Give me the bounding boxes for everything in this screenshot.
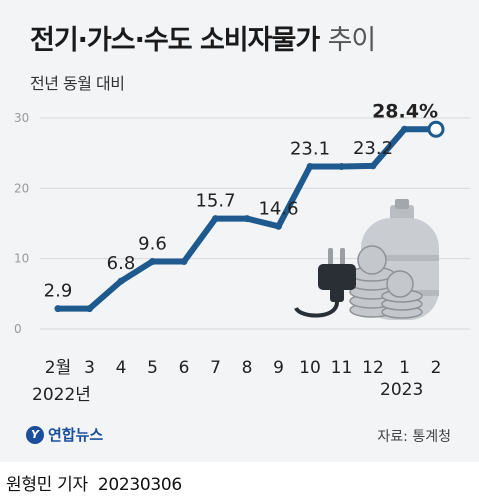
x-tick-label: 3 bbox=[84, 358, 95, 378]
title-tail: 추이 bbox=[327, 25, 377, 56]
x-tick-label: 6 bbox=[179, 358, 190, 378]
chart-title: 전기·가스·수도 소비자물가 추이 bbox=[30, 18, 377, 57]
data-label: 6.8 bbox=[107, 253, 136, 274]
data-point bbox=[243, 215, 251, 223]
x-tick-label: 10 bbox=[299, 358, 321, 378]
data-point bbox=[401, 125, 408, 133]
data-label: 9.6 bbox=[138, 233, 167, 254]
byline: 원형민 기자 20230306 bbox=[6, 470, 182, 495]
utility-illustration bbox=[294, 199, 439, 320]
source-note: 자료: 통계청 bbox=[377, 429, 451, 445]
x-tick-label: 2월 bbox=[45, 358, 71, 378]
y-tick-label: 10 bbox=[14, 252, 29, 266]
x-tick-label: 12 bbox=[362, 358, 384, 378]
year-label-end: 2023 bbox=[380, 380, 424, 400]
data-point-last bbox=[427, 120, 445, 138]
x-tick-label: 5 bbox=[147, 358, 158, 378]
data-point bbox=[117, 277, 125, 285]
data-point bbox=[180, 257, 188, 265]
data-point bbox=[338, 163, 345, 171]
data-point bbox=[149, 257, 156, 265]
logo-text: 연합뉴스 bbox=[48, 426, 104, 444]
yonhap-logo: Y 연합뉴스 bbox=[26, 424, 103, 445]
byline-author: 원형민 기자 bbox=[6, 475, 88, 495]
x-tick-label: 2 bbox=[431, 358, 442, 378]
x-tick-label: 9 bbox=[273, 358, 284, 378]
data-label: 2.9 bbox=[44, 281, 73, 302]
chart-card: 전기·가스·수도 소비자물가 추이 전년 동월 대비 0 10 20 30 bbox=[0, 0, 479, 462]
x-tick-label: 1 bbox=[399, 358, 410, 378]
x-tick-label: 4 bbox=[116, 358, 127, 378]
data-label: 23.2 bbox=[353, 138, 393, 159]
data-label: 14.6 bbox=[258, 198, 298, 219]
coin-stack-icon bbox=[349, 245, 423, 319]
data-point bbox=[86, 305, 93, 313]
byline-date: 20230306 bbox=[97, 475, 182, 495]
y-tick-label: 0 bbox=[14, 322, 22, 336]
title-main: 전기·가스·수도 소비자물가 bbox=[30, 25, 320, 56]
data-label: 28.4% bbox=[372, 100, 438, 122]
y-tick-label: 30 bbox=[14, 111, 29, 125]
data-point bbox=[306, 163, 314, 171]
data-point bbox=[369, 162, 377, 170]
x-tick-label: 7 bbox=[210, 358, 221, 378]
chart-subtitle: 전년 동월 대비 bbox=[30, 74, 125, 93]
y-tick-label: 20 bbox=[14, 181, 29, 195]
data-label: 23.1 bbox=[290, 139, 330, 160]
line-chart: 0 10 20 30 bbox=[14, 100, 470, 378]
data-point bbox=[212, 215, 219, 223]
year-label-start: 2022년 bbox=[32, 385, 91, 405]
x-tick-label: 8 bbox=[242, 358, 253, 378]
power-plug-icon bbox=[294, 248, 356, 318]
data-point bbox=[54, 305, 62, 313]
data-point bbox=[275, 222, 282, 230]
data-label: 15.7 bbox=[195, 191, 235, 212]
logo-mark-icon: Y bbox=[26, 425, 44, 444]
x-tick-label: 11 bbox=[331, 358, 353, 378]
